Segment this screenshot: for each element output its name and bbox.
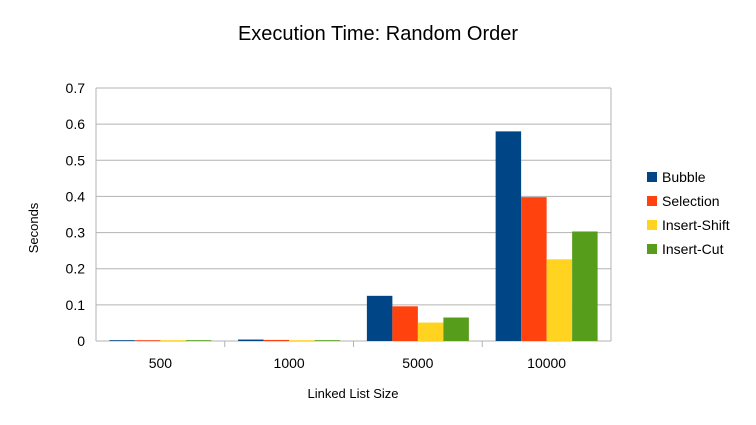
- bar-bubble: [366, 295, 393, 341]
- y-tick-label: 0.2: [66, 261, 86, 277]
- bar-insert-cut: [314, 340, 341, 341]
- bar-insert-shift: [546, 259, 573, 341]
- bar-insert-cut: [572, 231, 598, 341]
- bar-insert-shift: [160, 340, 186, 341]
- bar-selection: [263, 339, 290, 341]
- legend: Bubble Selection Insert-Shift Insert-Cut: [647, 169, 730, 257]
- x-tick-label: 1000: [274, 355, 305, 371]
- bar-selection: [392, 306, 418, 341]
- bar-insert-shift: [289, 340, 315, 341]
- legend-swatch: [647, 244, 657, 254]
- legend-label: Insert-Shift: [662, 217, 730, 233]
- legend-label: Selection: [662, 193, 720, 209]
- y-tick-label: 0.4: [66, 188, 86, 204]
- y-tick-label: 0: [77, 333, 85, 349]
- x-tick-label: 10000: [527, 355, 566, 371]
- y-axis-ticks: 0 0.1 0.2 0.3 0.4 0.5 0.6 0.7: [66, 80, 86, 349]
- legend-swatch: [647, 172, 657, 182]
- legend-swatch: [647, 196, 657, 206]
- x-axis-title: Linked List Size: [307, 386, 398, 401]
- legend-swatch: [647, 220, 657, 230]
- bars: [109, 131, 598, 341]
- x-axis-ticks: 500 1000 5000 10000: [149, 355, 567, 371]
- x-tick-label: 500: [149, 355, 173, 371]
- y-tick-label: 0.5: [66, 152, 86, 168]
- bar-bubble: [495, 131, 522, 341]
- y-tick-label: 0.7: [66, 80, 86, 96]
- y-tick-label: 0.6: [66, 116, 86, 132]
- bar-insert-cut: [443, 317, 469, 341]
- bar-selection: [521, 197, 547, 341]
- bar-bubble: [238, 339, 264, 341]
- y-tick-label: 0.1: [66, 297, 86, 313]
- legend-label: Bubble: [662, 169, 706, 185]
- x-tick-label: 5000: [402, 355, 433, 371]
- legend-label: Insert-Cut: [662, 241, 724, 257]
- chart-title: Execution Time: Random Order: [238, 23, 518, 45]
- y-tick-label: 0.3: [66, 225, 86, 241]
- bar-insert-cut: [185, 340, 212, 341]
- y-axis-title: Seconds: [26, 202, 41, 253]
- bar-insert-shift: [417, 322, 444, 341]
- bar-bubble: [109, 340, 135, 341]
- bar-selection: [134, 340, 161, 341]
